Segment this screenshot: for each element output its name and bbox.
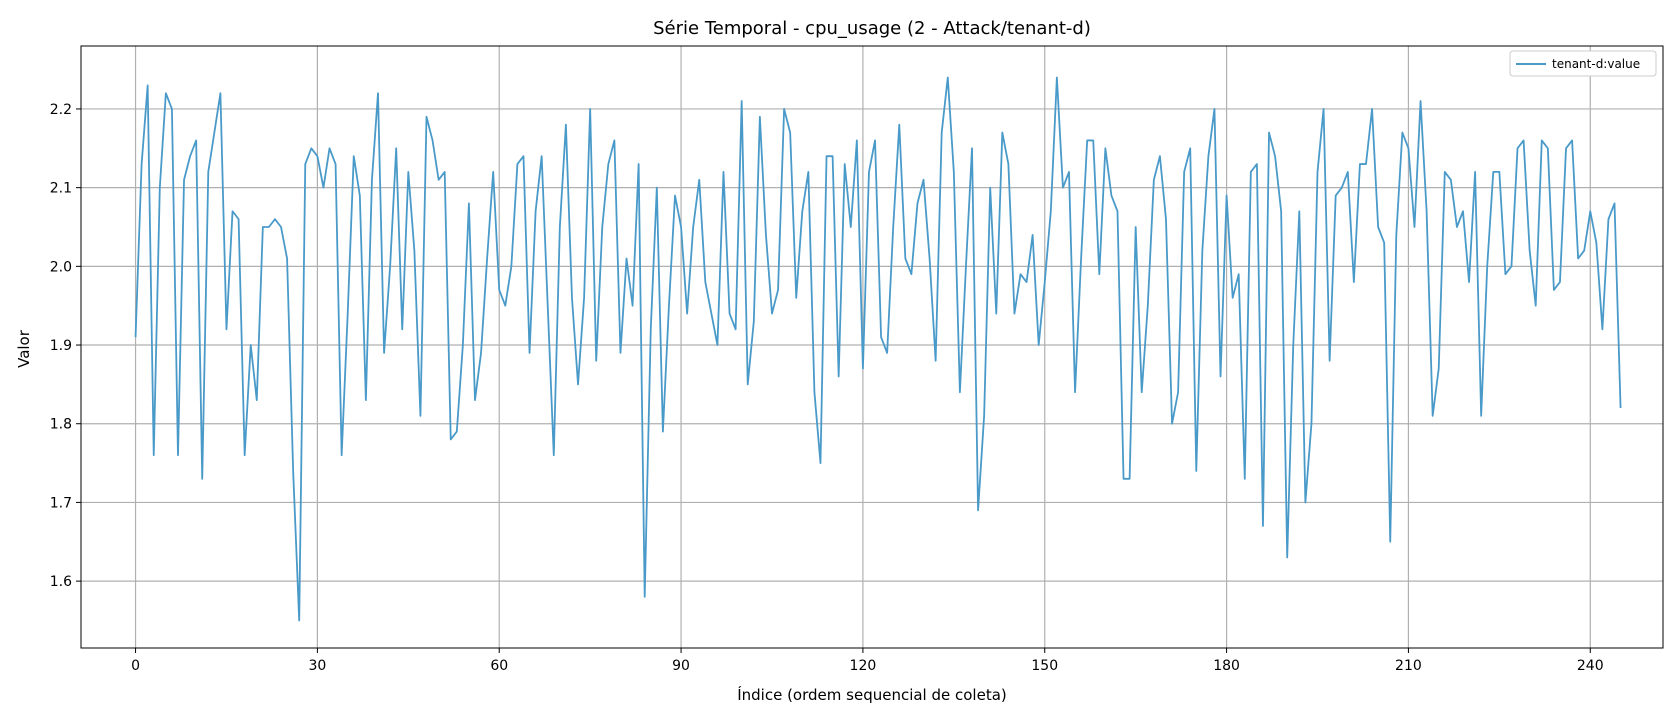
x-tick-label: 0 <box>131 658 140 674</box>
y-axis-label: Valor <box>15 329 33 368</box>
x-axis-ticks: 0 30 60 90 120 150 180 210 240 <box>131 648 1604 674</box>
grid <box>81 46 1663 648</box>
legend: tenant-d:value <box>1509 50 1657 77</box>
legend-label: tenant-d:value <box>1552 57 1640 71</box>
x-tick-label: 150 <box>1031 658 1058 674</box>
y-tick-label: 2.0 <box>50 259 72 275</box>
x-tick-label: 240 <box>1577 658 1604 674</box>
x-tick-label: 120 <box>850 658 877 674</box>
y-tick-label: 2.2 <box>50 102 72 118</box>
y-tick-label: 1.9 <box>50 338 72 354</box>
y-tick-label: 1.8 <box>50 417 72 433</box>
x-tick-label: 30 <box>308 658 326 674</box>
y-tick-label: 1.6 <box>50 574 72 590</box>
x-tick-label: 90 <box>672 658 690 674</box>
x-tick-label: 60 <box>490 658 508 674</box>
series-line-0 <box>134 76 1622 622</box>
y-tick-label: 1.7 <box>50 495 72 511</box>
x-axis-label: Índice (ordem sequencial de coleta) <box>737 685 1007 704</box>
plot-frame <box>80 45 1664 649</box>
legend-box <box>1509 50 1657 77</box>
y-tick-label: 2.1 <box>50 181 72 197</box>
x-tick-label: 210 <box>1395 658 1422 674</box>
chart-title: Série Temporal - cpu_usage (2 - Attack/t… <box>653 18 1091 39</box>
x-tick-label: 180 <box>1213 658 1240 674</box>
series-layer <box>134 76 1622 622</box>
y-axis-ticks: 1.6 1.7 1.8 1.9 2.0 2.1 2.2 <box>50 102 81 590</box>
